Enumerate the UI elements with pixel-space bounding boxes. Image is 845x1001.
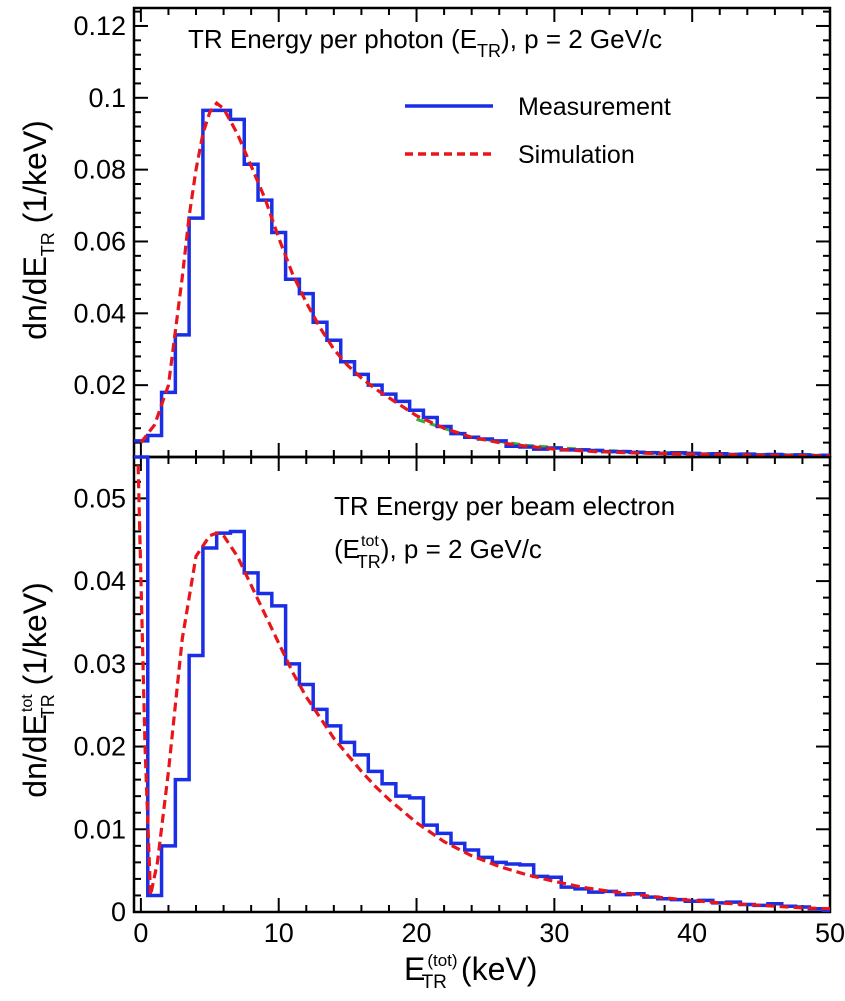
bottom-panel: 0 0.01 0.02 0.03 0.04 0.05 0 10 20 30 40 50 TR Ener… xyxy=(17,455,845,993)
top-y-axis-title: dn/dETR (1/keV) xyxy=(17,120,58,340)
xlabel-text: (keV) xyxy=(461,951,537,987)
bottom-simulation-curve xyxy=(136,465,831,911)
x-tick-label: 30 xyxy=(539,918,569,948)
bottom-plot-frame xyxy=(132,455,832,914)
y-tick-label: 0.02 xyxy=(73,370,126,400)
y-tick-label: 0.08 xyxy=(73,155,126,185)
y-tick-label: 0.01 xyxy=(73,814,126,844)
bottom-panel-title-line1: TR Energy per beam electron xyxy=(334,491,675,521)
ylabel-text: (1/keV) xyxy=(17,120,53,232)
legend-measurement-label: Measurement xyxy=(518,93,671,121)
xlabel-superscript: (tot) xyxy=(427,951,457,970)
ylabel-subscript: TR xyxy=(38,694,58,718)
bottom-series xyxy=(134,455,831,913)
y-tick-label: 0 xyxy=(111,897,126,927)
ylabel-superscript: tot xyxy=(19,694,36,712)
x-axis-title: E (tot) TR (keV) xyxy=(404,951,537,993)
title-subscript: TR xyxy=(477,41,501,61)
y-tick-label: 0.04 xyxy=(73,298,126,328)
top-ticks: 0.02 0.04 0.06 0.08 0.1 0.12 xyxy=(73,8,831,458)
title-text: ), p = 2 GeV/c xyxy=(501,24,662,54)
title-superscript: tot xyxy=(361,533,379,550)
top-panel-title: TR Energy per photon (ETR), p = 2 GeV/c xyxy=(188,24,662,61)
ylabel-text: dn/dE xyxy=(17,714,53,798)
x-tick-label: 0 xyxy=(133,918,148,948)
x-tick-label: 20 xyxy=(402,918,432,948)
title-text: (E xyxy=(334,534,360,564)
y-tick-label: 0.02 xyxy=(73,732,126,762)
y-tick-label: 0.04 xyxy=(73,566,126,596)
y-tick-label: 0.03 xyxy=(73,649,126,679)
x-tick-label: 10 xyxy=(264,918,294,948)
legend-simulation-label: Simulation xyxy=(518,141,635,169)
ylabel-subscript: TR xyxy=(38,232,58,256)
top-series xyxy=(134,100,831,458)
bottom-measurement-histogram xyxy=(134,455,830,913)
y-tick-label: 0.12 xyxy=(73,11,126,41)
title-text: TR Energy per photon (E xyxy=(188,24,477,54)
legend: Measurement Simulation xyxy=(405,93,671,169)
top-measurement-histogram xyxy=(134,108,830,458)
bottom-y-axis-title: dn/dE tot TR (1/keV) xyxy=(17,582,58,797)
title-text: ), p = 2 GeV/c xyxy=(381,534,542,564)
ylabel-text: (1/keV) xyxy=(17,582,53,694)
title-subscript: TR xyxy=(357,552,381,572)
y-tick-label: 0.1 xyxy=(88,83,126,113)
top-simulation-curve xyxy=(139,100,831,458)
top-plot-frame xyxy=(132,6,832,459)
y-tick-label: 0.06 xyxy=(73,226,126,256)
xlabel-subscript: TR xyxy=(422,972,447,993)
x-tick-label: 40 xyxy=(677,918,707,948)
y-tick-label: 0.05 xyxy=(73,483,126,513)
ylabel-text: dn/dE xyxy=(17,256,53,340)
x-tick-label: 50 xyxy=(815,918,845,948)
bottom-panel-title-line2: (Etot TR), p = 2 GeV/c xyxy=(334,533,542,572)
xlabel-text: E xyxy=(404,951,425,987)
top-panel: 0.02 0.04 0.06 0.08 0.1 0.12 Measurement Simu… xyxy=(17,6,832,459)
